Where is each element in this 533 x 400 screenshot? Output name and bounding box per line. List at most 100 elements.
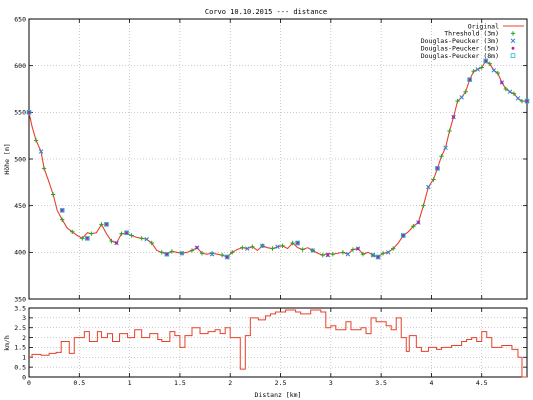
bottom-y-axis-label: km/h (3, 335, 11, 351)
bottom-tick-label-x: 2.5 (275, 379, 287, 387)
data-point-plus (240, 245, 245, 250)
data-point-plus (455, 98, 460, 104)
data-point-star (60, 208, 64, 212)
data-point-star (225, 255, 229, 259)
data-point-star (500, 80, 504, 84)
data-point-star (468, 78, 472, 82)
data-point-star (27, 110, 31, 114)
bottom-tick-label-x: 2 (228, 379, 232, 387)
data-point-star (125, 231, 129, 235)
top-tick-label-y: 400 (14, 249, 26, 257)
data-point-plus (149, 240, 154, 246)
data-point-square (224, 254, 230, 260)
data-point-star (85, 236, 89, 240)
top-tick-label-y: 650 (14, 15, 26, 23)
data-point-x (209, 251, 215, 257)
bottom-tick-label-x: 4 (429, 379, 433, 387)
data-point-x (179, 251, 185, 256)
top-tick-label-y: 350 (14, 295, 26, 303)
bottom-tick-label-y: 0.5 (14, 363, 26, 371)
bottom-tick-label-x: 1 (128, 379, 132, 387)
bottom-tick-label-x: 1.5 (174, 379, 186, 387)
data-point-x (510, 38, 516, 44)
data-point-star (484, 59, 488, 63)
data-point-square (124, 230, 129, 236)
data-point-x (491, 68, 497, 73)
data-point-plus (33, 138, 39, 143)
data-point-plus (129, 233, 134, 238)
bottom-tick-label-y: 2 (22, 334, 26, 342)
data-point-plus (219, 252, 225, 258)
top-tick-label-y: 500 (14, 155, 26, 163)
data-point-plus (510, 31, 516, 36)
top-tick-label-y: 450 (14, 202, 26, 210)
data-point-square (375, 254, 381, 260)
data-point-x (370, 252, 376, 258)
data-point-star (435, 166, 439, 170)
data-point-square (164, 251, 170, 257)
data-point-star (296, 241, 300, 245)
data-point-plus (89, 231, 94, 236)
series-line-original (28, 60, 527, 258)
data-point-square (59, 208, 65, 213)
data-point-square (104, 222, 109, 227)
bottom-tick-label-x: 0.5 (73, 379, 85, 387)
bottom-grid (29, 308, 527, 377)
data-point-star (376, 255, 380, 259)
data-point-plus (230, 250, 235, 255)
data-point-plus (189, 248, 195, 253)
data-point-plus (439, 154, 444, 159)
series-0 (28, 60, 527, 258)
legend-label: Douglas-Peucker (8m) (421, 52, 499, 60)
data-point-plus (199, 251, 205, 256)
legend-label: Original (468, 22, 499, 30)
top-axis-ticks: 350 400 450 500 550 600 650 (14, 15, 527, 303)
data-point-plus (390, 246, 396, 251)
data-point-plus (300, 247, 305, 252)
data-point-plus (463, 89, 468, 94)
chart-title: Corvo 10.10.2015 --- distance (205, 8, 327, 16)
data-point-x (260, 243, 265, 249)
data-point-plus (109, 238, 114, 244)
data-point-plus (41, 166, 47, 171)
top-grid (29, 19, 527, 299)
data-point-plus (270, 246, 275, 251)
data-point-plus (360, 252, 366, 257)
data-point-plus (60, 217, 65, 222)
data-point-square (467, 77, 472, 82)
data-point-plus (350, 247, 356, 252)
data-point-star (401, 234, 405, 238)
bottom-tick-label-y: 3.5 (14, 304, 26, 312)
data-point-square (435, 166, 440, 171)
data-point-x (275, 244, 280, 249)
y-axis-label: Höhe [m] (3, 143, 11, 174)
data-point-plus (421, 203, 426, 208)
data-point-plus (447, 128, 452, 134)
data-point-square (85, 236, 90, 241)
data-point-x (459, 95, 464, 100)
data-point-x (426, 184, 431, 190)
bottom-tick-label-x: 3 (329, 379, 333, 387)
data-point-plus (431, 177, 436, 182)
legend-label: Douglas-Peucker (3m) (421, 37, 499, 45)
top-tick-label-y: 600 (14, 62, 26, 70)
bottom-tick-label-y: 3 (22, 314, 26, 322)
data-point-star (525, 99, 529, 103)
data-point-square (26, 110, 32, 115)
data-point-plus (340, 250, 346, 255)
data-point-plus (250, 244, 255, 249)
data-point-x (245, 246, 250, 251)
bottom-tick-label-x: 4.5 (476, 379, 488, 387)
data-point-x (385, 250, 391, 255)
bottom-tick-label-y: 1.5 (14, 344, 26, 352)
data-point-star (356, 247, 360, 251)
data-point-x (443, 145, 448, 151)
data-point-plus (380, 251, 386, 256)
data-point-square (524, 98, 530, 104)
data-point-plus (471, 69, 476, 74)
data-point-x (38, 149, 44, 154)
data-point-square (483, 58, 489, 64)
data-point-x (515, 96, 521, 101)
